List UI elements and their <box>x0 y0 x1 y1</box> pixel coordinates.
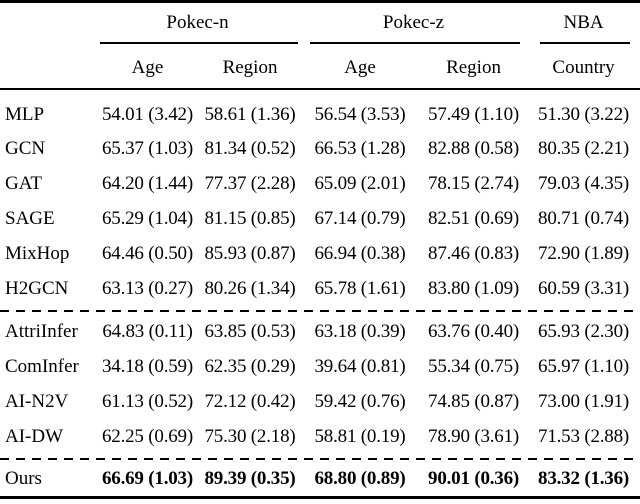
value-cell: 82.51 (0.69) <box>428 208 520 229</box>
column-header-row: Age Region Age Region Country <box>0 43 640 90</box>
value-cell: 65.97 (1.10) <box>538 356 630 377</box>
value-cell: 61.13 (0.52) <box>101 391 193 412</box>
dashed-separator-cell <box>0 307 640 315</box>
corner-cell <box>0 0 95 44</box>
value-cell: 65.37 (1.03) <box>101 138 193 159</box>
row-label: ComInfer <box>5 356 79 377</box>
column-header-pokec-z-region: Region <box>420 43 528 90</box>
table-row: GAT 64.20 (1.44) 77.37 (2.28) 65.09 (2.01) 7… <box>0 167 640 202</box>
dashed-separator <box>0 455 640 463</box>
value-cell: 65.09 (2.01) <box>314 173 406 194</box>
value-cell: 80.71 (0.74) <box>538 208 630 229</box>
value-cell: 78.90 (3.61) <box>428 426 520 447</box>
value-cell: 59.42 (0.76) <box>314 391 406 412</box>
table-row: AttriInfer 64.83 (0.11) 63.85 (0.53) 63.18 … <box>0 315 640 350</box>
value-cell: 39.64 (0.81) <box>314 356 406 377</box>
value-cell: 83.80 (1.09) <box>428 278 520 299</box>
value-cell: 63.18 (0.39) <box>314 321 406 342</box>
value-cell: 87.46 (0.83) <box>428 243 520 264</box>
value-cell: 75.30 (2.18) <box>204 426 296 447</box>
value-cell: 73.00 (1.91) <box>538 391 630 412</box>
value-cell: 51.30 (3.22) <box>538 103 630 125</box>
value-cell: 56.54 (3.53) <box>314 103 406 125</box>
value-cell: 83.32 (1.36) <box>527 462 640 499</box>
value-cell: 65.29 (1.04) <box>101 208 193 229</box>
row-label: MixHop <box>5 243 70 264</box>
value-cell: 66.94 (0.38) <box>314 243 406 264</box>
dashed-separator-cell <box>0 455 640 463</box>
value-cell: 64.46 (0.50) <box>101 243 193 264</box>
value-cell: 80.26 (1.34) <box>204 278 296 299</box>
value-cell: 71.53 (2.88) <box>538 426 630 447</box>
row-label: GAT <box>5 173 42 194</box>
value-cell: 64.20 (1.44) <box>101 173 193 194</box>
value-cell: 63.76 (0.40) <box>428 321 520 342</box>
row-label: GCN <box>5 138 46 159</box>
value-cell: 74.85 (0.87) <box>428 391 520 412</box>
dashed-line <box>0 309 640 312</box>
row-label: AI-N2V <box>5 391 69 412</box>
table-row: MLP 54.01 (3.42) 58.61 (1.36) 56.54 (3.53) 5… <box>0 89 640 132</box>
value-cell: 54.01 (3.42) <box>101 103 193 125</box>
value-cell: 80.35 (2.21) <box>538 138 630 159</box>
value-cell: 63.85 (0.53) <box>204 321 296 342</box>
table-row: AI-N2V 61.13 (0.52) 72.12 (0.42) 59.42 (0.7… <box>0 385 640 420</box>
value-cell: 63.13 (0.27) <box>101 278 193 299</box>
row-label: H2GCN <box>5 278 69 299</box>
row-label: AttriInfer <box>5 321 78 342</box>
value-cell: 66.53 (1.28) <box>314 138 406 159</box>
column-header-nba-country: Country <box>527 43 640 90</box>
value-cell: 68.80 (0.89) <box>300 462 421 499</box>
value-cell: 66.69 (1.03) <box>95 462 200 499</box>
dashed-separator <box>0 307 640 315</box>
value-cell: 58.81 (0.19) <box>314 426 406 447</box>
value-cell: 90.01 (0.36) <box>420 462 528 499</box>
value-cell: 62.35 (0.29) <box>204 356 296 377</box>
value-cell: 72.12 (0.42) <box>204 391 296 412</box>
table-row: H2GCN 63.13 (0.27) 80.26 (1.34) 65.78 (1.61… <box>0 272 640 307</box>
row-label: AI-DW <box>5 426 64 447</box>
value-cell: 65.78 (1.61) <box>314 278 406 299</box>
value-cell: 62.25 (0.69) <box>101 426 193 447</box>
value-cell: 34.18 (0.59) <box>101 356 193 377</box>
dashed-line <box>0 457 640 460</box>
value-cell: 64.83 (0.11) <box>102 321 193 342</box>
value-cell: 89.39 (0.35) <box>200 462 301 499</box>
table-row: Ours 66.69 (1.03) 89.39 (0.35) 68.80 (0.89)… <box>0 462 640 499</box>
table-header: Pokec-n Pokec-z NBA Age Region Age Regio… <box>0 0 640 90</box>
table-body: MLP 54.01 (3.42) 58.61 (1.36) 56.54 (3.53) 5… <box>0 89 640 499</box>
value-cell: 85.93 (0.87) <box>204 243 296 264</box>
column-header-pokec-n-age: Age <box>95 43 200 90</box>
group-header-row: Pokec-n Pokec-z NBA <box>0 0 640 45</box>
group-header-pokec-z: Pokec-z <box>300 0 528 45</box>
value-cell: 81.15 (0.85) <box>204 208 296 229</box>
column-header-pokec-z-age: Age <box>300 43 421 90</box>
value-cell: 81.34 (0.52) <box>204 138 296 159</box>
value-cell: 82.88 (0.58) <box>428 138 520 159</box>
table-row: SAGE 65.29 (1.04) 81.15 (0.85) 67.14 (0.79)… <box>0 202 640 237</box>
value-cell: 67.14 (0.79) <box>314 208 406 229</box>
group-header-pokec-n: Pokec-n <box>95 0 301 45</box>
value-cell: 58.61 (1.36) <box>204 103 296 125</box>
value-cell: 72.90 (1.89) <box>538 243 630 264</box>
value-cell: 57.49 (1.10) <box>428 103 520 125</box>
column-header-pokec-n-region: Region <box>200 43 301 90</box>
value-cell: 78.15 (2.74) <box>428 173 520 194</box>
value-cell: 77.37 (2.28) <box>204 173 296 194</box>
value-cell: 79.03 (4.35) <box>538 173 630 194</box>
group-header-nba: NBA <box>527 0 640 45</box>
value-cell: 55.34 (0.75) <box>428 356 520 377</box>
table-row: MixHop 64.46 (0.50) 85.93 (0.87) 66.94 (0.3… <box>0 237 640 272</box>
row-label: Ours <box>0 462 95 499</box>
row-label: MLP <box>5 103 45 125</box>
corner-cell-2 <box>0 43 95 90</box>
value-cell: 60.59 (3.31) <box>538 278 630 299</box>
table-row: ComInfer 34.18 (0.59) 62.35 (0.29) 39.64 (0… <box>0 350 640 385</box>
value-cell: 65.93 (2.30) <box>538 321 630 342</box>
table-row: GCN 65.37 (1.03) 81.34 (0.52) 66.53 (1.28) 8… <box>0 132 640 167</box>
table-row: AI-DW 62.25 (0.69) 75.30 (2.18) 58.81 (0.19… <box>0 420 640 455</box>
row-label: SAGE <box>5 208 55 229</box>
